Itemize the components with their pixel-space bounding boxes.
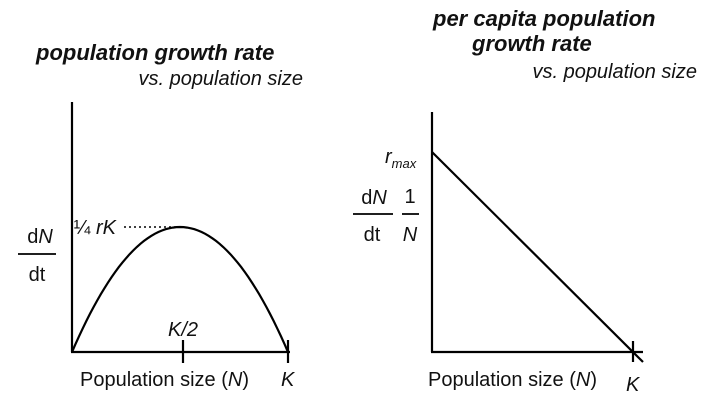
left-title: population growth rate bbox=[35, 40, 274, 65]
left-subtitle: vs. population size bbox=[138, 68, 303, 90]
right-panel: per capita population growth rate vs. po… bbox=[353, 6, 697, 396]
right-ylabel-denominator: dt bbox=[364, 224, 381, 246]
left-peak-label: ¼ rK bbox=[74, 217, 118, 239]
right-title-line2: growth rate bbox=[471, 31, 592, 56]
right-per-capita-line bbox=[431, 151, 644, 363]
left-ylabel-numerator: dN bbox=[27, 226, 53, 248]
right-xlabel: Population size (N) bbox=[428, 369, 597, 391]
left-ylabel-denominator: dt bbox=[29, 264, 46, 286]
right-subtitle: vs. population size bbox=[532, 61, 697, 83]
left-xlabel: Population size (N) bbox=[80, 369, 249, 391]
left-tick-end-label: K bbox=[281, 369, 296, 391]
left-tick-mid-label: K/2 bbox=[168, 319, 198, 341]
right-title-line1: per capita population bbox=[432, 6, 655, 31]
left-panel: population growth rate vs. population si… bbox=[18, 40, 303, 391]
right-y-intercept-label: rmax bbox=[385, 146, 417, 171]
right-ylabel-mult-denominator: N bbox=[403, 224, 418, 246]
right-ylabel-numerator: dN bbox=[361, 187, 387, 209]
right-ylabel-mult-numerator: 1 bbox=[404, 186, 415, 208]
right-tick-end-label: K bbox=[626, 374, 641, 396]
